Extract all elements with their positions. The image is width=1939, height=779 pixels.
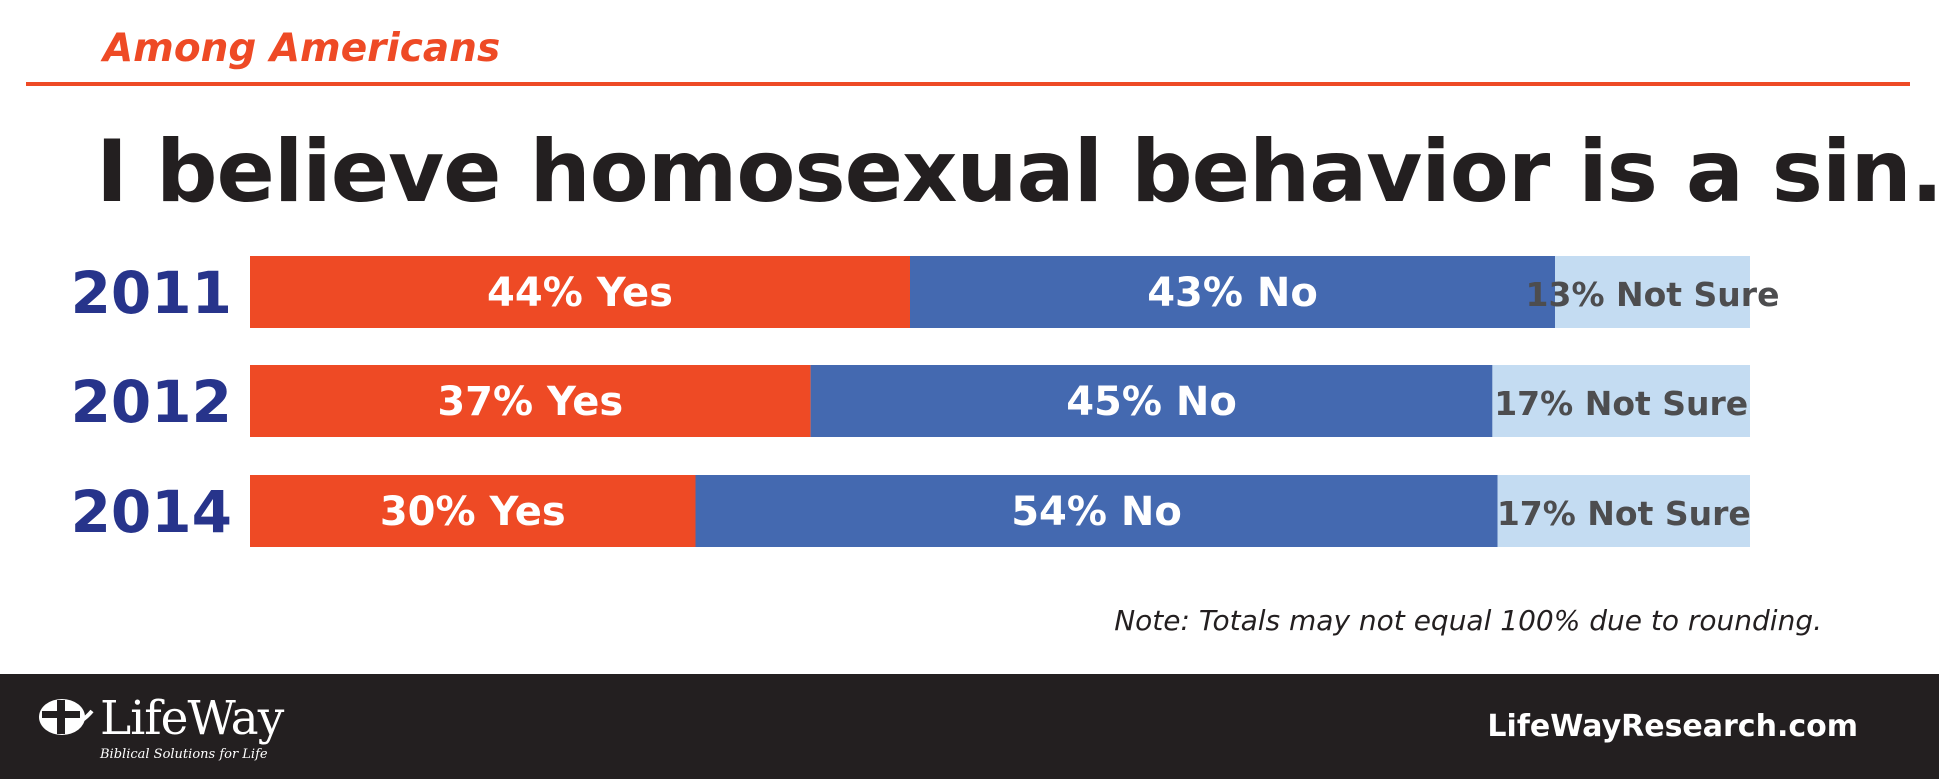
subtitle: Among Americans [103, 26, 501, 71]
category-label-2014: 2014 [71, 478, 232, 546]
logo-tagline: Biblical Solutions for Life [100, 747, 268, 762]
category-label-2012: 2012 [71, 368, 232, 436]
data-label-no-2012: 45% No [1066, 379, 1237, 425]
data-label-not-sure-2011: 13% Not Sure [1526, 275, 1780, 314]
bar-not-sure-2014 [1497, 475, 1750, 547]
bar-no-2011 [910, 256, 1555, 328]
bar-yes-2012 [250, 365, 811, 437]
website-link[interactable]: LifeWayResearch.com [1487, 709, 1858, 744]
lifeway-logo[interactable]: LifeWay Biblical Solutions for Life [38, 691, 288, 763]
data-label-no-2014: 54% No [1011, 489, 1182, 535]
bar-no-2014 [695, 475, 1498, 547]
bar-not-sure-2012 [1492, 365, 1750, 437]
data-label-not-sure-2012: 17% Not Sure [1494, 384, 1748, 423]
bar-no-2012 [810, 365, 1493, 437]
data-label-yes-2012: 37% Yes [437, 379, 623, 425]
category-label-2011: 2011 [71, 259, 232, 327]
logo-name: LifeWay [100, 691, 284, 746]
chart-title: I believe homosexual behavior is a sin. [96, 122, 1939, 222]
footnote: Note: Totals may not equal 100% due to r… [1114, 604, 1822, 637]
data-label-not-sure-2014: 17% Not Sure [1497, 494, 1751, 533]
data-label-no-2011: 43% No [1147, 270, 1318, 316]
lifeway-cross-icon [39, 699, 94, 735]
header-rule [26, 82, 1910, 86]
bar-yes-2011 [250, 256, 910, 328]
bar-not-sure-2011 [1555, 256, 1750, 328]
bar-yes-2014 [250, 475, 696, 547]
data-label-yes-2011: 44% Yes [487, 270, 673, 316]
stacked-bar-chart: 2011 44% Yes 43% No 13% Not Sure 2012 37% Yes… [71, 256, 1780, 547]
footer-bar: LifeWay Biblical Solutions for Life Life… [0, 674, 1939, 779]
data-label-yes-2014: 30% Yes [380, 489, 566, 535]
